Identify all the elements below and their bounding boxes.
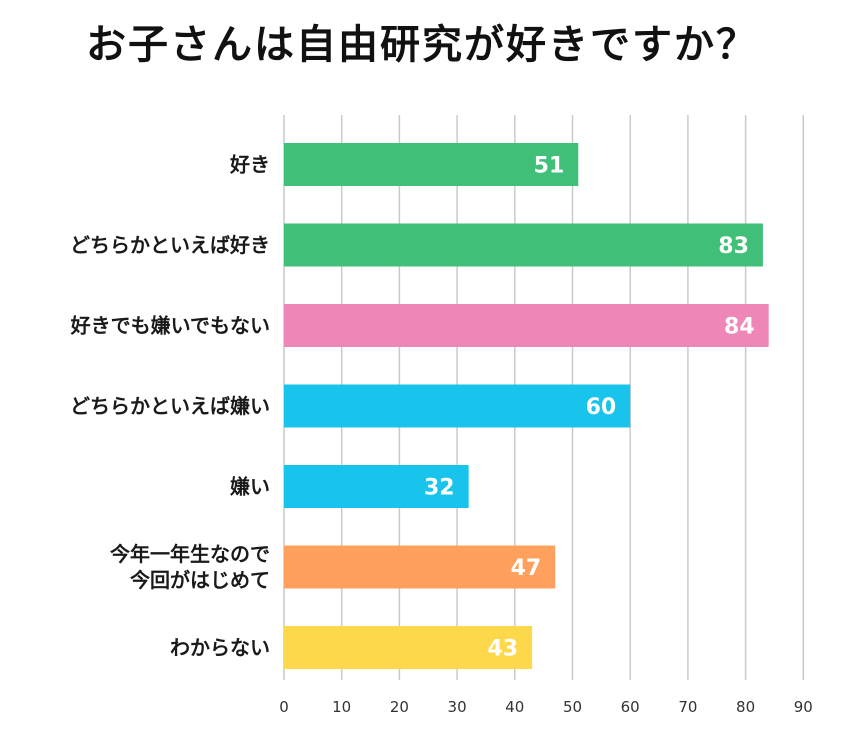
category-label: 好きでも嫌いでもない <box>70 314 270 338</box>
x-tick-label: 50 <box>563 698 582 716</box>
bar <box>284 223 763 267</box>
value-label: 84 <box>724 315 755 340</box>
x-tick-label: 60 <box>621 698 640 716</box>
value-label: 43 <box>487 637 518 662</box>
value-label: 51 <box>534 154 565 179</box>
bar <box>284 384 631 428</box>
category-labels: 好きどちらかといえば好き好きでも嫌いでもないどちらかといえば嫌い嫌い今年一年生な… <box>70 153 270 660</box>
x-tick-label: 10 <box>332 698 351 716</box>
value-label: 83 <box>718 234 749 259</box>
x-tick-label: 70 <box>678 698 697 716</box>
x-tick-labels: 0 10 20 30 40 50 60 70 80 90 <box>279 698 813 716</box>
category-label: どちらかといえば嫌い <box>70 394 270 418</box>
x-tick-label: 40 <box>505 698 524 716</box>
x-tick-label: 20 <box>390 698 409 716</box>
x-tick-label: 80 <box>736 698 755 716</box>
category-label: わからない <box>170 636 270 660</box>
value-label: 60 <box>586 395 617 420</box>
x-tick-label: 30 <box>448 698 467 716</box>
category-label: 今年一年生なので今回がはじめて <box>110 542 270 592</box>
category-label: 嫌い <box>230 475 270 499</box>
category-label: どちらかといえば好き <box>70 233 270 257</box>
x-tick-label: 90 <box>794 698 813 716</box>
bar <box>284 465 469 508</box>
category-label: 好き <box>229 153 270 177</box>
value-labels: 51 83 84 60 32 47 43 <box>424 154 755 662</box>
bar <box>284 545 556 589</box>
bars <box>284 143 769 669</box>
value-label: 32 <box>424 476 455 501</box>
bar <box>284 143 579 186</box>
value-label: 47 <box>511 556 542 581</box>
chart-title: お子さんは自由研究が好きですか？ <box>86 22 758 68</box>
x-tick-label: 0 <box>279 698 289 716</box>
bar <box>284 626 533 669</box>
bar <box>284 304 769 347</box>
